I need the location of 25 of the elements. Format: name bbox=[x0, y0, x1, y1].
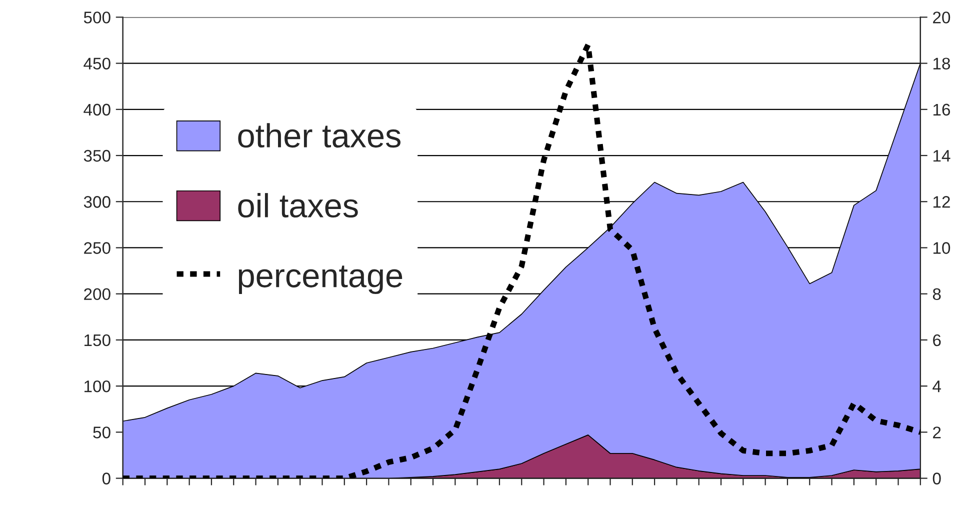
y2-tick-label: 20 bbox=[933, 12, 950, 24]
legend-label: oil taxes bbox=[238, 193, 358, 218]
y2-tick-label: 0 bbox=[932, 472, 941, 484]
legend-label: other taxes bbox=[238, 123, 400, 148]
y2-tick-label: 12 bbox=[933, 196, 950, 208]
y-tick-label: 450 bbox=[84, 58, 110, 70]
y-tick-label: 100 bbox=[84, 380, 110, 392]
y-tick-label: 400 bbox=[84, 104, 110, 116]
y2-tick-label: 6 bbox=[933, 334, 941, 346]
y-tick-label: 350 bbox=[84, 150, 110, 162]
y2-tick-label: 8 bbox=[932, 288, 941, 300]
y-tick-label: 250 bbox=[84, 242, 110, 254]
y2-tick-label: 2 bbox=[933, 426, 941, 438]
y-tick-label: 50 bbox=[93, 426, 110, 438]
y-tick-label: 300 bbox=[84, 196, 110, 208]
y-tick-label: 500 bbox=[84, 12, 110, 24]
y2-tick-label: 14 bbox=[933, 150, 950, 162]
y-tick-label: 150 bbox=[84, 334, 110, 346]
legend-label: percentage bbox=[238, 266, 402, 294]
y2-tick-label: 16 bbox=[933, 104, 950, 116]
y2-tick-label: 18 bbox=[933, 58, 950, 70]
y2-tick-label: 4 bbox=[932, 380, 941, 392]
y-tick-label: 0 bbox=[102, 472, 110, 484]
y-tick-label: 200 bbox=[84, 288, 110, 300]
y2-tick-label: 10 bbox=[933, 242, 950, 254]
